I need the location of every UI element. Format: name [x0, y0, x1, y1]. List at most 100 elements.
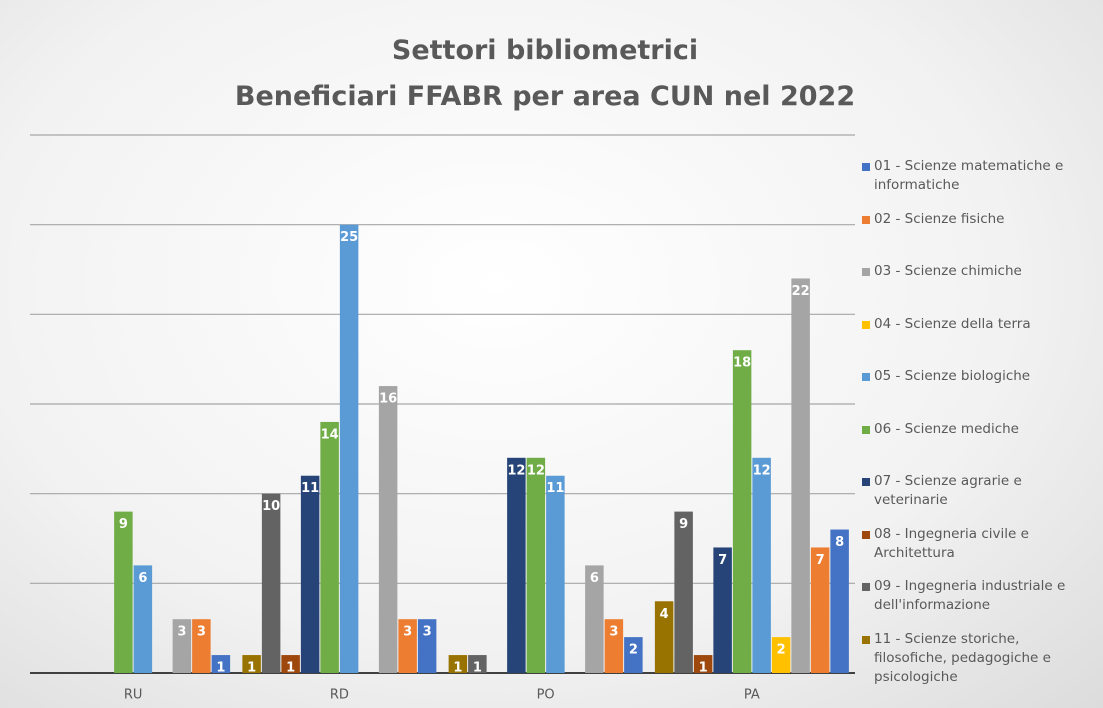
bar — [713, 547, 732, 673]
legend-swatch — [862, 635, 870, 644]
x-tick-label: PO — [537, 688, 555, 703]
legend-label: 08 - Ingegneria civile e Architettura — [874, 525, 1029, 561]
legend-item: 05 - Scienze biologiche — [862, 367, 1103, 386]
bar — [585, 565, 604, 673]
legend-label: 07 - Scienze agrarie e veterinarie — [874, 473, 1022, 508]
legend-item: 09 - Ingegneria industriale e dell'infor… — [862, 577, 1103, 615]
bar — [693, 655, 713, 673]
data-label: 10 — [262, 499, 280, 514]
legend-item: 11 - Scienze storiche, filosofiche, peda… — [862, 630, 1103, 687]
bar — [604, 619, 624, 673]
data-label: 9 — [679, 517, 688, 532]
bar — [192, 619, 211, 673]
data-label: 1 — [473, 661, 482, 676]
bar — [320, 421, 339, 673]
bar — [791, 278, 810, 673]
bar — [281, 655, 300, 673]
data-label: 22 — [792, 284, 810, 299]
data-label: 16 — [379, 392, 397, 407]
bar — [674, 511, 693, 673]
legend-label: 09 - Ingegneria industriale e dell'infor… — [874, 578, 1066, 613]
data-label: 3 — [197, 625, 206, 640]
bar — [398, 619, 417, 673]
legend-item: 03 - Scienze chimiche — [862, 262, 1103, 281]
legend-swatch — [862, 320, 870, 329]
bar — [211, 655, 231, 673]
bar — [261, 493, 281, 673]
legend-label: 11 - Scienze storiche, filosofiche, peda… — [874, 630, 1051, 685]
bar — [242, 655, 261, 673]
bar — [339, 224, 359, 673]
legend-label: 05 - Scienze biologiche — [874, 368, 1031, 384]
data-label: 18 — [733, 356, 751, 371]
bar — [810, 547, 830, 673]
data-label: 1 — [453, 661, 462, 676]
bar — [526, 457, 546, 673]
legend-swatch — [862, 478, 870, 486]
legend-label: 03 - Scienze chimiche — [874, 263, 1022, 279]
legend-label: 06 - Scienze mediche — [874, 420, 1019, 437]
data-label: 1 — [286, 661, 295, 676]
data-label: 3 — [609, 625, 618, 640]
bar — [654, 601, 674, 673]
data-label: 6 — [138, 571, 147, 586]
data-label: 12 — [527, 463, 545, 478]
legend-item: 07 - Scienze agrarie e veterinarie — [862, 472, 1103, 510]
data-label: 1 — [247, 661, 256, 676]
x-tick-label: RD — [330, 688, 349, 703]
data-label: 2 — [629, 643, 638, 658]
bar — [732, 350, 752, 673]
legend-label: 04 - Scienze della terra — [874, 315, 1031, 332]
legend-item: 04 - Scienze della terra — [862, 315, 1103, 334]
legend-item: 01 - Scienze matematiche e informatiche — [862, 157, 1103, 195]
legend-swatch — [862, 530, 870, 539]
data-label: 11 — [301, 481, 319, 496]
bar — [114, 511, 133, 673]
bar — [507, 457, 526, 673]
bar — [468, 655, 487, 673]
legend-item: 08 - Ingegneria civile e Architettura — [862, 525, 1103, 563]
bar — [172, 619, 192, 673]
data-label: 3 — [177, 625, 186, 640]
legend-label: 02 - Scienze fisiche — [874, 210, 1005, 227]
bar — [771, 637, 791, 673]
bar — [546, 475, 565, 673]
bar — [830, 529, 849, 673]
bar — [378, 386, 398, 673]
bar — [417, 619, 437, 673]
data-label: 7 — [718, 553, 727, 568]
legend-label: 01 - Scienze matematiche e informatiche — [874, 158, 1064, 193]
legend-swatch — [862, 425, 870, 434]
data-label: 25 — [340, 230, 358, 245]
data-label: 9 — [119, 517, 128, 532]
legend-swatch — [862, 373, 870, 381]
data-label: 1 — [699, 661, 708, 676]
legend-item: 06 - Scienze mediche — [862, 420, 1103, 439]
data-label: 6 — [590, 571, 599, 586]
bar — [624, 637, 643, 673]
data-label: 12 — [507, 463, 525, 478]
data-label: 3 — [423, 625, 432, 640]
bar — [752, 457, 771, 673]
legend-swatch — [862, 583, 870, 591]
data-label: 2 — [777, 643, 786, 658]
legend-swatch — [862, 215, 870, 224]
legend-swatch — [862, 163, 870, 171]
data-label: 1 — [216, 661, 225, 676]
x-tick-label: RU — [124, 688, 143, 703]
bar — [300, 475, 320, 673]
bar — [448, 655, 468, 673]
data-label: 11 — [546, 481, 564, 496]
data-label: 12 — [753, 463, 771, 478]
data-label: 4 — [660, 607, 669, 622]
data-label: 8 — [835, 535, 844, 550]
bar — [133, 565, 153, 673]
data-label: 7 — [816, 553, 825, 568]
x-tick-label: PA — [744, 688, 760, 703]
chart-title: Settori bibliometrici Beneficiari FFABR … — [234, 35, 856, 112]
legend-item: 02 - Scienze fisiche — [862, 210, 1103, 229]
data-label: 14 — [321, 427, 339, 442]
data-label: 3 — [403, 625, 412, 640]
